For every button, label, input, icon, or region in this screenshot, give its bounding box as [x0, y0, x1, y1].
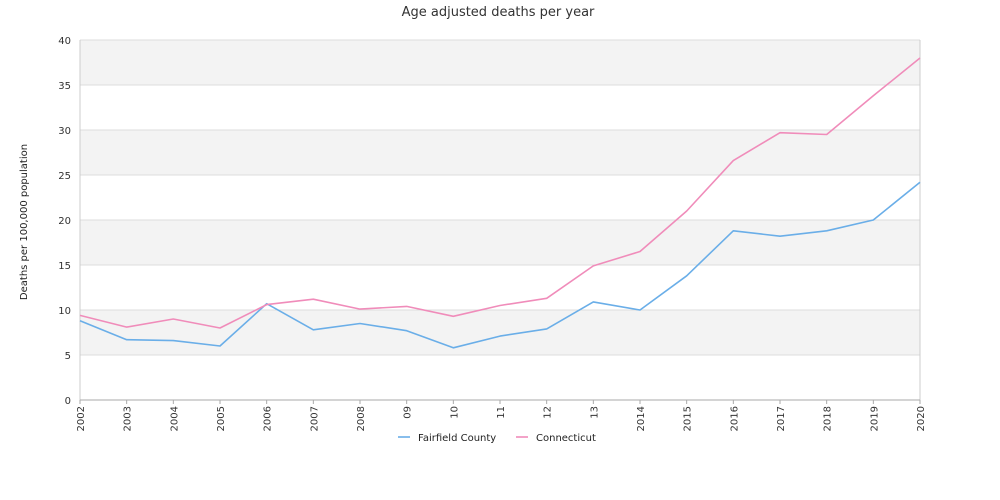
grid-band [80, 220, 920, 265]
x-tick-label: 2014 [636, 406, 647, 431]
x-tick-label: 2017 [776, 406, 787, 431]
x-tick-label: 10 [449, 406, 460, 419]
y-tick-label: 40 [58, 36, 71, 47]
x-tick-label: 2005 [216, 406, 227, 431]
x-tick-label: 2020 [916, 406, 927, 431]
x-tick-label: 2008 [356, 406, 367, 431]
series-line-fairfield-county [79, 181, 921, 349]
grid-bands [80, 40, 920, 400]
x-tick-label: 2019 [869, 406, 880, 431]
y-tick-label: 30 [58, 126, 71, 137]
y-tick-label: 15 [58, 261, 71, 272]
x-tick-label: 2004 [169, 406, 180, 431]
y-tick-label: 0 [65, 396, 71, 407]
legend: Fairfield County Connecticut [398, 433, 596, 444]
x-tick-label: 2006 [263, 406, 274, 431]
legend-label: Fairfield County [418, 433, 496, 444]
y-tick-label: 35 [58, 81, 71, 92]
grid-band [80, 85, 920, 130]
series-line-connecticut [79, 57, 921, 329]
grid-band [80, 40, 920, 85]
x-tick-label: 2016 [729, 406, 740, 431]
chart-title: Age adjusted deaths per year [402, 5, 595, 20]
x-tick-label: 11 [496, 406, 507, 419]
x-tick-label: 2002 [76, 406, 87, 431]
x-tick-labels: 2002 2003 2004 2005 2006 2007 2008 09 10 11 12 13 20… [76, 400, 927, 431]
y-axis-label: Deaths per 100,000 population [19, 144, 30, 300]
y-tick-label: 10 [58, 306, 71, 317]
x-tick-label: 13 [589, 406, 600, 419]
legend-label: Connecticut [536, 433, 596, 444]
grid-band [80, 130, 920, 175]
x-tick-label: 2015 [683, 406, 694, 431]
grid-band [80, 175, 920, 220]
series-lines [79, 57, 921, 349]
y-tick-label: 20 [58, 216, 71, 227]
y-tick-label: 25 [58, 171, 71, 182]
x-tick-label: 2018 [823, 406, 834, 431]
y-tick-label: 5 [65, 351, 71, 362]
x-tick-label: 2003 [123, 406, 134, 431]
x-tick-label: 12 [543, 406, 554, 419]
x-tick-label: 2007 [309, 406, 320, 431]
y-tick-labels: 0 5 10 15 20 25 30 35 40 [58, 36, 71, 407]
grid-band [80, 310, 920, 355]
grid-band [80, 265, 920, 310]
x-tick-label: 09 [403, 406, 414, 419]
grid-band [80, 355, 920, 400]
